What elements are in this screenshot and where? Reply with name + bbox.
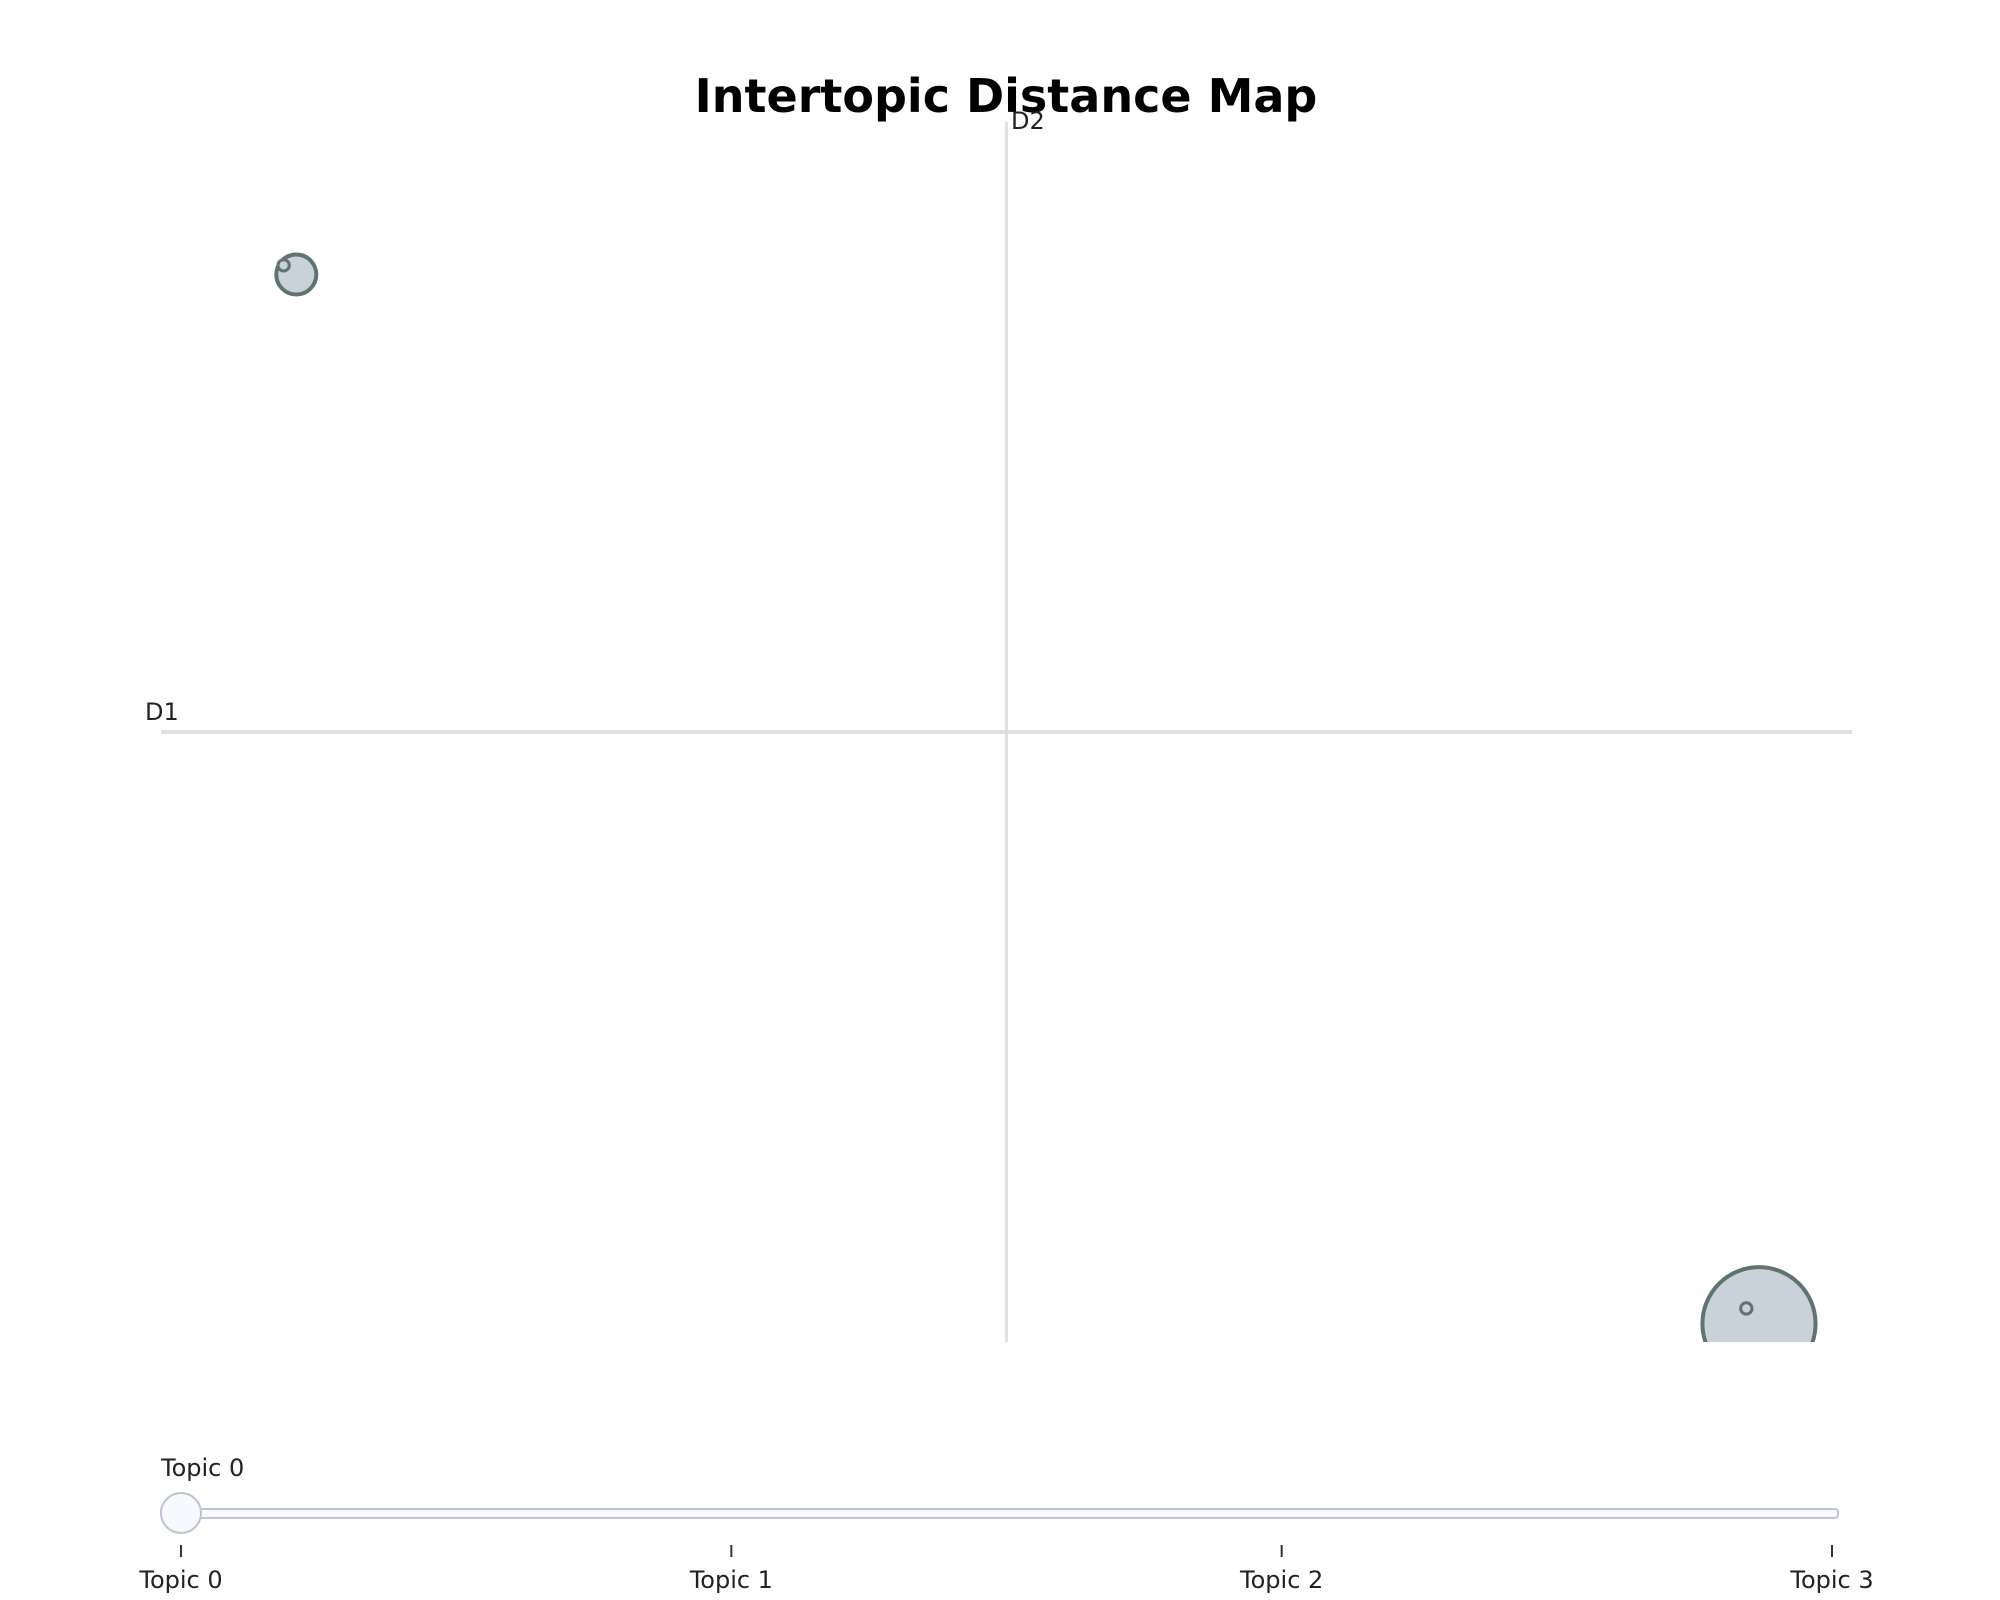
- slider-step-label[interactable]: Topic 3: [1789, 1566, 1873, 1594]
- topic-slider[interactable]: Topic 0 Topic 0 Topic 1 Topic 2 Topic 3: [138, 1454, 1873, 1594]
- slider-step-label[interactable]: Topic 1: [689, 1566, 773, 1594]
- x-axis-label: D1: [145, 698, 179, 726]
- slider-current-value: Topic 0: [160, 1454, 244, 1482]
- topic-marker[interactable]: [276, 258, 291, 273]
- y-axis-label: D2: [1011, 107, 1045, 135]
- topic-marker[interactable]: [1700, 1265, 1818, 1380]
- slider-ticks: Topic 0 Topic 1 Topic 2 Topic 3: [138, 1545, 1874, 1594]
- topic-marker[interactable]: [1739, 1301, 1754, 1316]
- slider-step-label[interactable]: Topic 2: [1239, 1566, 1323, 1594]
- slider-handle[interactable]: [160, 1492, 202, 1534]
- chart-title: Intertopic Distance Map: [695, 69, 1318, 123]
- slider-step-label[interactable]: Topic 0: [138, 1566, 222, 1594]
- plot-area: [161, 122, 1852, 1380]
- slider-track[interactable]: [180, 1508, 1839, 1519]
- markers-group: [274, 252, 1818, 1380]
